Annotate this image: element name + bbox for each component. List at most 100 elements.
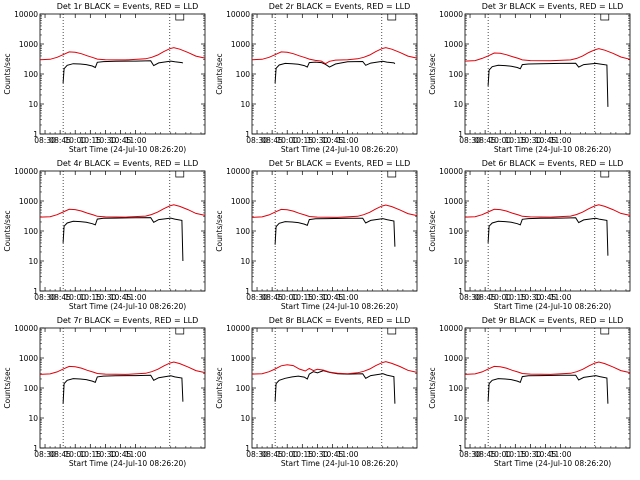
x-tick-label: 08:45 (474, 293, 496, 302)
y-tick-label: 10000 (226, 324, 250, 333)
x-tick-label: 10:30 (307, 450, 329, 459)
x-tick-label: 08:30 (246, 136, 268, 145)
y-tick-label: 1 (33, 130, 38, 139)
panel-9: Det 9r BLACK = Events, RED = LLD 1 10 100 10… (428, 316, 631, 468)
x-tick-label: 10:45 (110, 136, 132, 145)
interval-bracket (387, 171, 397, 178)
y-tick-label: 1000 (444, 40, 463, 49)
panel-title: Det 7r BLACK = Events, RED = LLD (57, 316, 199, 325)
x-tick-label: 10:45 (535, 136, 557, 145)
x-tick-label: 11:00 (125, 136, 147, 145)
interval-bracket (175, 171, 185, 178)
series-events-line (62, 374, 184, 404)
interval-bracket (387, 14, 397, 21)
plot-frame (464, 170, 631, 292)
panel-7: Det 7r BLACK = Events, RED = LLD 1 10 100 10… (3, 316, 206, 468)
x-tick-label: 10:00 (64, 450, 86, 459)
x-tick-label: 10:30 (520, 450, 542, 459)
y-tick-label: 10 (28, 414, 38, 423)
y-tick-label: 1 (458, 130, 463, 139)
y-tick-label: 10 (28, 257, 38, 266)
interval-bracket (175, 328, 185, 335)
x-tick-label: 08:45 (261, 450, 283, 459)
y-tick-label: 10000 (226, 10, 250, 19)
series-events-line (487, 374, 609, 404)
x-tick-label: 10:00 (64, 136, 86, 145)
series-lld-line (464, 48, 631, 62)
series-lld-line (39, 361, 206, 375)
series-events-line (487, 217, 609, 256)
y-tick-label: 100 (236, 384, 251, 393)
x-tick-label: 10:00 (64, 293, 86, 302)
panel-title: Det 3r BLACK = Events, RED = LLD (482, 2, 624, 11)
x-tick-label: 11:00 (125, 293, 147, 302)
y-tick-label: 10000 (439, 324, 463, 333)
x-tick-label: 10:00 (489, 136, 511, 145)
x-tick-label: 10:45 (110, 450, 132, 459)
y-axis-label: Counts/sec (215, 53, 224, 94)
x-tick-label: 10:45 (322, 136, 344, 145)
x-tick-label: 10:00 (276, 450, 298, 459)
panel-title: Det 1r BLACK = Events, RED = LLD (57, 2, 199, 11)
panel-6: Det 6r BLACK = Events, RED = LLD 1 10 100 10… (428, 159, 631, 311)
series-lld-line (464, 204, 631, 218)
series-lld-line (39, 204, 206, 218)
x-tick-label: 10:15 (291, 450, 313, 459)
x-tick-label: 08:30 (246, 450, 268, 459)
x-tick-label: 10:30 (307, 293, 329, 302)
x-tick-label: 10:45 (535, 450, 557, 459)
series-lld-line (464, 361, 631, 375)
y-axis-label: Counts/sec (215, 210, 224, 251)
y-tick-label: 100 (236, 227, 251, 236)
x-axis-label: Start Time (24-Jul-10 08:26:20) (69, 302, 186, 311)
x-tick-label: 10:15 (291, 293, 313, 302)
x-tick-label: 10:15 (504, 136, 526, 145)
panel-3: Det 3r BLACK = Events, RED = LLD 1 10 100 10… (428, 2, 631, 154)
plot-frame (39, 13, 206, 135)
y-tick-label: 100 (449, 70, 464, 79)
x-tick-label: 08:30 (34, 136, 56, 145)
x-tick-label: 08:45 (474, 136, 496, 145)
x-tick-label: 11:00 (550, 293, 572, 302)
x-tick-label: 11:00 (337, 293, 359, 302)
interval-bracket (600, 328, 610, 335)
x-tick-label: 10:15 (504, 293, 526, 302)
interval-bracket (600, 14, 610, 21)
x-axis-label: Start Time (24-Jul-10 08:26:20) (281, 145, 398, 154)
x-tick-label: 10:45 (535, 293, 557, 302)
x-tick-label: 10:00 (489, 450, 511, 459)
y-axis-label: Counts/sec (3, 53, 12, 94)
y-tick-label: 1 (458, 444, 463, 453)
x-axis-label: Start Time (24-Jul-10 08:26:20) (494, 145, 611, 154)
y-tick-label: 10 (240, 257, 250, 266)
x-tick-label: 10:00 (489, 293, 511, 302)
y-tick-label: 1000 (444, 354, 463, 363)
x-tick-label: 10:45 (322, 293, 344, 302)
x-tick-label: 11:00 (337, 136, 359, 145)
panel-5: Det 5r BLACK = Events, RED = LLD 1 10 100 10… (215, 159, 418, 311)
series-events-line (274, 60, 396, 84)
x-tick-label: 11:00 (337, 450, 359, 459)
y-tick-label: 1000 (231, 197, 250, 206)
y-tick-label: 1 (33, 287, 38, 296)
y-axis-label: Counts/sec (215, 367, 224, 408)
y-tick-label: 1 (245, 444, 250, 453)
series-lld-line (251, 47, 418, 65)
panel-title: Det 5r BLACK = Events, RED = LLD (269, 159, 411, 168)
x-tick-label: 10:15 (79, 293, 101, 302)
y-tick-label: 10 (453, 100, 463, 109)
x-axis-label: Start Time (24-Jul-10 08:26:20) (69, 459, 186, 468)
panel-title: Det 4r BLACK = Events, RED = LLD (57, 159, 199, 168)
x-tick-label: 10:30 (95, 293, 117, 302)
x-tick-label: 10:00 (276, 293, 298, 302)
panel-8: Det 8r BLACK = Events, RED = LLD 1 10 100 10… (215, 316, 418, 468)
x-tick-label: 08:30 (246, 293, 268, 302)
y-tick-label: 10000 (439, 10, 463, 19)
x-tick-label: 11:00 (550, 450, 572, 459)
series-lld-line (251, 204, 418, 218)
panel-title: Det 2r BLACK = Events, RED = LLD (269, 2, 411, 11)
x-tick-label: 08:45 (49, 293, 71, 302)
x-tick-label: 08:30 (34, 450, 56, 459)
x-tick-label: 10:30 (307, 136, 329, 145)
y-tick-label: 100 (24, 227, 39, 236)
